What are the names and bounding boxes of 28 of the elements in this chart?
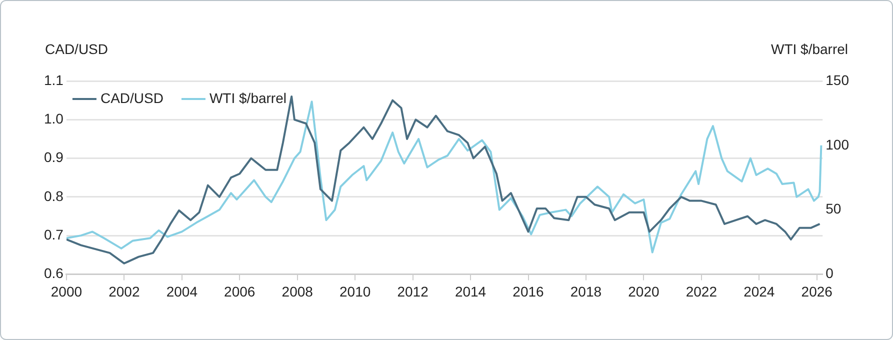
- x-tick-label: 2002: [108, 283, 140, 300]
- y2-tick-label: 150: [826, 72, 850, 88]
- y-axis-title: CAD/USD: [45, 41, 108, 57]
- x-tick-label: 2022: [686, 283, 718, 300]
- legend-label: CAD/USD: [100, 90, 164, 106]
- y2-axis-title: WTI $/barrel: [770, 41, 848, 57]
- x-tick-label: 2026: [801, 283, 833, 300]
- y2-tick-label: 50: [826, 200, 842, 217]
- x-tick-label: 2004: [166, 283, 198, 300]
- legend-label: WTI $/barrel: [209, 90, 286, 106]
- x-tick-label: 2018: [570, 283, 602, 300]
- y-tick-label: 0.9: [44, 149, 64, 166]
- y-tick-label: 0.7: [44, 226, 64, 242]
- x-tick-label: 2012: [397, 283, 429, 300]
- x-tick-label: 2016: [512, 283, 544, 300]
- y2-tick-label: 0: [826, 265, 834, 282]
- x-tick-label: 2000: [50, 283, 82, 300]
- y-tick-label: 1.1: [44, 72, 64, 88]
- y-tick-label: 0.6: [44, 265, 64, 282]
- y-tick-label: 1.0: [44, 110, 64, 126]
- x-tick-label: 2010: [340, 283, 371, 300]
- x-tick-label: 2008: [282, 283, 314, 300]
- x-tick-label: 2024: [744, 283, 775, 300]
- x-tick-label: 2014: [454, 283, 486, 300]
- x-tick-label: 2020: [628, 283, 660, 300]
- y2-tick-label: 100: [826, 136, 850, 152]
- y-tick-label: 0.8: [44, 188, 64, 204]
- x-tick-label: 2006: [224, 283, 256, 300]
